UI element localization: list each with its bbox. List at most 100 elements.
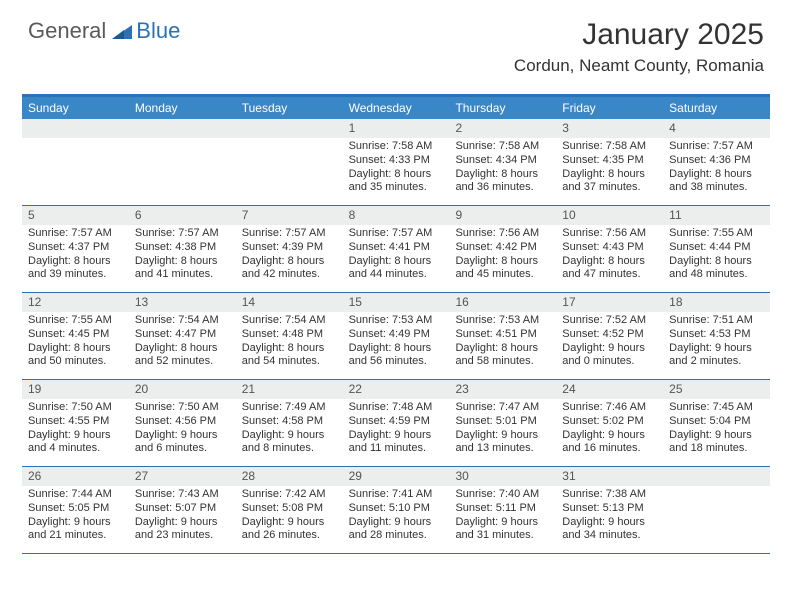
day-number: [236, 119, 343, 138]
title-block: January 2025 Cordun, Neamt County, Roman…: [514, 18, 764, 76]
weekday-row: SundayMondayTuesdayWednesdayThursdayFrid…: [22, 97, 770, 119]
day-number: 9: [449, 206, 556, 225]
day-number: 7: [236, 206, 343, 225]
day-cell: 30Sunrise: 7:40 AMSunset: 5:11 PMDayligh…: [449, 467, 556, 553]
day-cell: 31Sunrise: 7:38 AMSunset: 5:13 PMDayligh…: [556, 467, 663, 553]
day-cell: 5Sunrise: 7:57 AMSunset: 4:37 PMDaylight…: [22, 206, 129, 292]
day-body: Sunrise: 7:40 AMSunset: 5:11 PMDaylight:…: [449, 486, 556, 547]
day-number: 2: [449, 119, 556, 138]
day-cell: [22, 119, 129, 205]
day-number: 13: [129, 293, 236, 312]
location: Cordun, Neamt County, Romania: [514, 56, 764, 76]
day-number: 23: [449, 380, 556, 399]
day-number: 27: [129, 467, 236, 486]
day-cell: 18Sunrise: 7:51 AMSunset: 4:53 PMDayligh…: [663, 293, 770, 379]
day-cell: 1Sunrise: 7:58 AMSunset: 4:33 PMDaylight…: [343, 119, 450, 205]
week-row: 5Sunrise: 7:57 AMSunset: 4:37 PMDaylight…: [22, 206, 770, 293]
day-number: 3: [556, 119, 663, 138]
day-cell: 25Sunrise: 7:45 AMSunset: 5:04 PMDayligh…: [663, 380, 770, 466]
day-cell: 20Sunrise: 7:50 AMSunset: 4:56 PMDayligh…: [129, 380, 236, 466]
day-number: 24: [556, 380, 663, 399]
day-number: 15: [343, 293, 450, 312]
weekday-label: Saturday: [663, 97, 770, 119]
day-body: Sunrise: 7:51 AMSunset: 4:53 PMDaylight:…: [663, 312, 770, 373]
day-cell: 8Sunrise: 7:57 AMSunset: 4:41 PMDaylight…: [343, 206, 450, 292]
day-number: 11: [663, 206, 770, 225]
day-body: Sunrise: 7:48 AMSunset: 4:59 PMDaylight:…: [343, 399, 450, 460]
day-number: 20: [129, 380, 236, 399]
weekday-label: Tuesday: [236, 97, 343, 119]
day-number: 1: [343, 119, 450, 138]
day-number: 29: [343, 467, 450, 486]
day-body: Sunrise: 7:47 AMSunset: 5:01 PMDaylight:…: [449, 399, 556, 460]
logo-text-general: General: [28, 18, 106, 44]
day-body: Sunrise: 7:58 AMSunset: 4:35 PMDaylight:…: [556, 138, 663, 199]
day-cell: 16Sunrise: 7:53 AMSunset: 4:51 PMDayligh…: [449, 293, 556, 379]
day-body: Sunrise: 7:58 AMSunset: 4:34 PMDaylight:…: [449, 138, 556, 199]
month-title: January 2025: [514, 18, 764, 52]
day-body: Sunrise: 7:45 AMSunset: 5:04 PMDaylight:…: [663, 399, 770, 460]
header: General Blue January 2025 Cordun, Neamt …: [0, 0, 792, 84]
day-cell: 14Sunrise: 7:54 AMSunset: 4:48 PMDayligh…: [236, 293, 343, 379]
day-body: Sunrise: 7:50 AMSunset: 4:56 PMDaylight:…: [129, 399, 236, 460]
day-cell: 9Sunrise: 7:56 AMSunset: 4:42 PMDaylight…: [449, 206, 556, 292]
day-cell: 26Sunrise: 7:44 AMSunset: 5:05 PMDayligh…: [22, 467, 129, 553]
day-number: 25: [663, 380, 770, 399]
day-cell: [129, 119, 236, 205]
day-number: 31: [556, 467, 663, 486]
day-cell: 27Sunrise: 7:43 AMSunset: 5:07 PMDayligh…: [129, 467, 236, 553]
day-cell: 10Sunrise: 7:56 AMSunset: 4:43 PMDayligh…: [556, 206, 663, 292]
day-body: Sunrise: 7:55 AMSunset: 4:45 PMDaylight:…: [22, 312, 129, 373]
day-cell: 4Sunrise: 7:57 AMSunset: 4:36 PMDaylight…: [663, 119, 770, 205]
logo-text-blue: Blue: [136, 18, 180, 44]
day-cell: 24Sunrise: 7:46 AMSunset: 5:02 PMDayligh…: [556, 380, 663, 466]
day-body: Sunrise: 7:53 AMSunset: 4:51 PMDaylight:…: [449, 312, 556, 373]
calendar: SundayMondayTuesdayWednesdayThursdayFrid…: [22, 94, 770, 554]
day-number: 5: [22, 206, 129, 225]
day-body: Sunrise: 7:38 AMSunset: 5:13 PMDaylight:…: [556, 486, 663, 547]
day-body: Sunrise: 7:56 AMSunset: 4:42 PMDaylight:…: [449, 225, 556, 286]
day-body: Sunrise: 7:42 AMSunset: 5:08 PMDaylight:…: [236, 486, 343, 547]
day-cell: 15Sunrise: 7:53 AMSunset: 4:49 PMDayligh…: [343, 293, 450, 379]
day-cell: 2Sunrise: 7:58 AMSunset: 4:34 PMDaylight…: [449, 119, 556, 205]
day-body: Sunrise: 7:53 AMSunset: 4:49 PMDaylight:…: [343, 312, 450, 373]
day-body: Sunrise: 7:57 AMSunset: 4:39 PMDaylight:…: [236, 225, 343, 286]
day-cell: 28Sunrise: 7:42 AMSunset: 5:08 PMDayligh…: [236, 467, 343, 553]
day-number: 14: [236, 293, 343, 312]
day-number: [663, 467, 770, 486]
day-cell: 22Sunrise: 7:48 AMSunset: 4:59 PMDayligh…: [343, 380, 450, 466]
day-body: Sunrise: 7:57 AMSunset: 4:36 PMDaylight:…: [663, 138, 770, 199]
day-body: Sunrise: 7:58 AMSunset: 4:33 PMDaylight:…: [343, 138, 450, 199]
day-cell: [236, 119, 343, 205]
day-number: 28: [236, 467, 343, 486]
day-body: Sunrise: 7:57 AMSunset: 4:38 PMDaylight:…: [129, 225, 236, 286]
day-number: 19: [22, 380, 129, 399]
day-body: Sunrise: 7:54 AMSunset: 4:47 PMDaylight:…: [129, 312, 236, 373]
day-cell: 23Sunrise: 7:47 AMSunset: 5:01 PMDayligh…: [449, 380, 556, 466]
day-number: 6: [129, 206, 236, 225]
day-cell: 3Sunrise: 7:58 AMSunset: 4:35 PMDaylight…: [556, 119, 663, 205]
day-cell: 6Sunrise: 7:57 AMSunset: 4:38 PMDaylight…: [129, 206, 236, 292]
weekday-label: Monday: [129, 97, 236, 119]
weeks-container: 1Sunrise: 7:58 AMSunset: 4:33 PMDaylight…: [22, 119, 770, 554]
day-cell: 19Sunrise: 7:50 AMSunset: 4:55 PMDayligh…: [22, 380, 129, 466]
weekday-label: Thursday: [449, 97, 556, 119]
logo-flag-icon: [110, 21, 134, 41]
day-cell: 13Sunrise: 7:54 AMSunset: 4:47 PMDayligh…: [129, 293, 236, 379]
weekday-label: Friday: [556, 97, 663, 119]
day-body: Sunrise: 7:56 AMSunset: 4:43 PMDaylight:…: [556, 225, 663, 286]
day-number: 17: [556, 293, 663, 312]
day-body: Sunrise: 7:46 AMSunset: 5:02 PMDaylight:…: [556, 399, 663, 460]
day-number: [129, 119, 236, 138]
day-cell: 7Sunrise: 7:57 AMSunset: 4:39 PMDaylight…: [236, 206, 343, 292]
day-number: 4: [663, 119, 770, 138]
week-row: 19Sunrise: 7:50 AMSunset: 4:55 PMDayligh…: [22, 380, 770, 467]
day-body: Sunrise: 7:41 AMSunset: 5:10 PMDaylight:…: [343, 486, 450, 547]
day-body: Sunrise: 7:43 AMSunset: 5:07 PMDaylight:…: [129, 486, 236, 547]
day-number: 16: [449, 293, 556, 312]
day-cell: [663, 467, 770, 553]
week-row: 26Sunrise: 7:44 AMSunset: 5:05 PMDayligh…: [22, 467, 770, 554]
day-cell: 21Sunrise: 7:49 AMSunset: 4:58 PMDayligh…: [236, 380, 343, 466]
day-body: Sunrise: 7:44 AMSunset: 5:05 PMDaylight:…: [22, 486, 129, 547]
day-number: [22, 119, 129, 138]
